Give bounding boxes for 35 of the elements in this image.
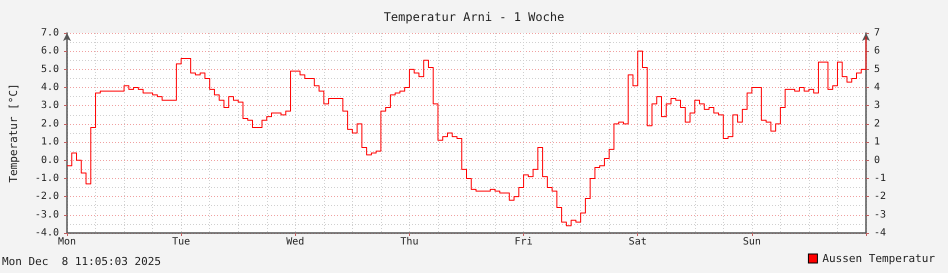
- y-tick-label: 7.0: [40, 28, 59, 38]
- y-tick-label: -2.0: [34, 191, 59, 202]
- x-tick-label: Sat: [628, 236, 647, 248]
- y-tick-label: 1.0: [40, 136, 59, 148]
- legend-label: Aussen Temperatur: [822, 252, 936, 265]
- y-tick-label: -3.0: [34, 209, 59, 220]
- y2-tick-label: 3: [874, 100, 880, 112]
- y2-tick-label: 2: [874, 118, 880, 130]
- y2-tick-label: 1: [874, 136, 880, 148]
- x-tick-label: Thu: [400, 236, 418, 248]
- x-tick-label: Fri: [514, 236, 533, 248]
- y2-tick-label: 0: [874, 154, 880, 166]
- y-tick-label: 5.0: [40, 64, 59, 75]
- y-tick-label: 3.0: [40, 100, 59, 112]
- text: Mon Dec 8 11:05:03 2025: [2, 255, 161, 268]
- y2-tick-label: 7: [874, 28, 880, 38]
- y-tick-label: -4.0: [34, 228, 59, 238]
- chart-title: Temperatur Arni - 1 Woche: [384, 10, 564, 24]
- x-tick-label: Sun: [742, 236, 761, 248]
- y2-tick-label: 6: [874, 46, 880, 57]
- y2-tick-label: -2: [874, 191, 886, 202]
- y2-tick-label: -4: [874, 228, 886, 238]
- y-axis-title: Temperatur [°C]: [7, 83, 20, 183]
- x-tick-label: Wed: [286, 236, 304, 248]
- y2-tick-label: 5: [874, 64, 880, 75]
- y-tick-label: 4.0: [40, 82, 59, 94]
- y-tick-label: 6.0: [40, 46, 59, 57]
- y-tick-label: 2.0: [40, 118, 59, 130]
- y-tick-label: 0.0: [40, 154, 59, 166]
- y2-tick-label: 4: [874, 82, 880, 94]
- x-tick-label: Tue: [172, 236, 190, 248]
- y-tick-label: -1.0: [34, 172, 59, 184]
- x-tick-label: Mon: [58, 236, 76, 248]
- y2-tick-label: -3: [874, 209, 886, 220]
- y2-tick-label: -1: [874, 172, 886, 184]
